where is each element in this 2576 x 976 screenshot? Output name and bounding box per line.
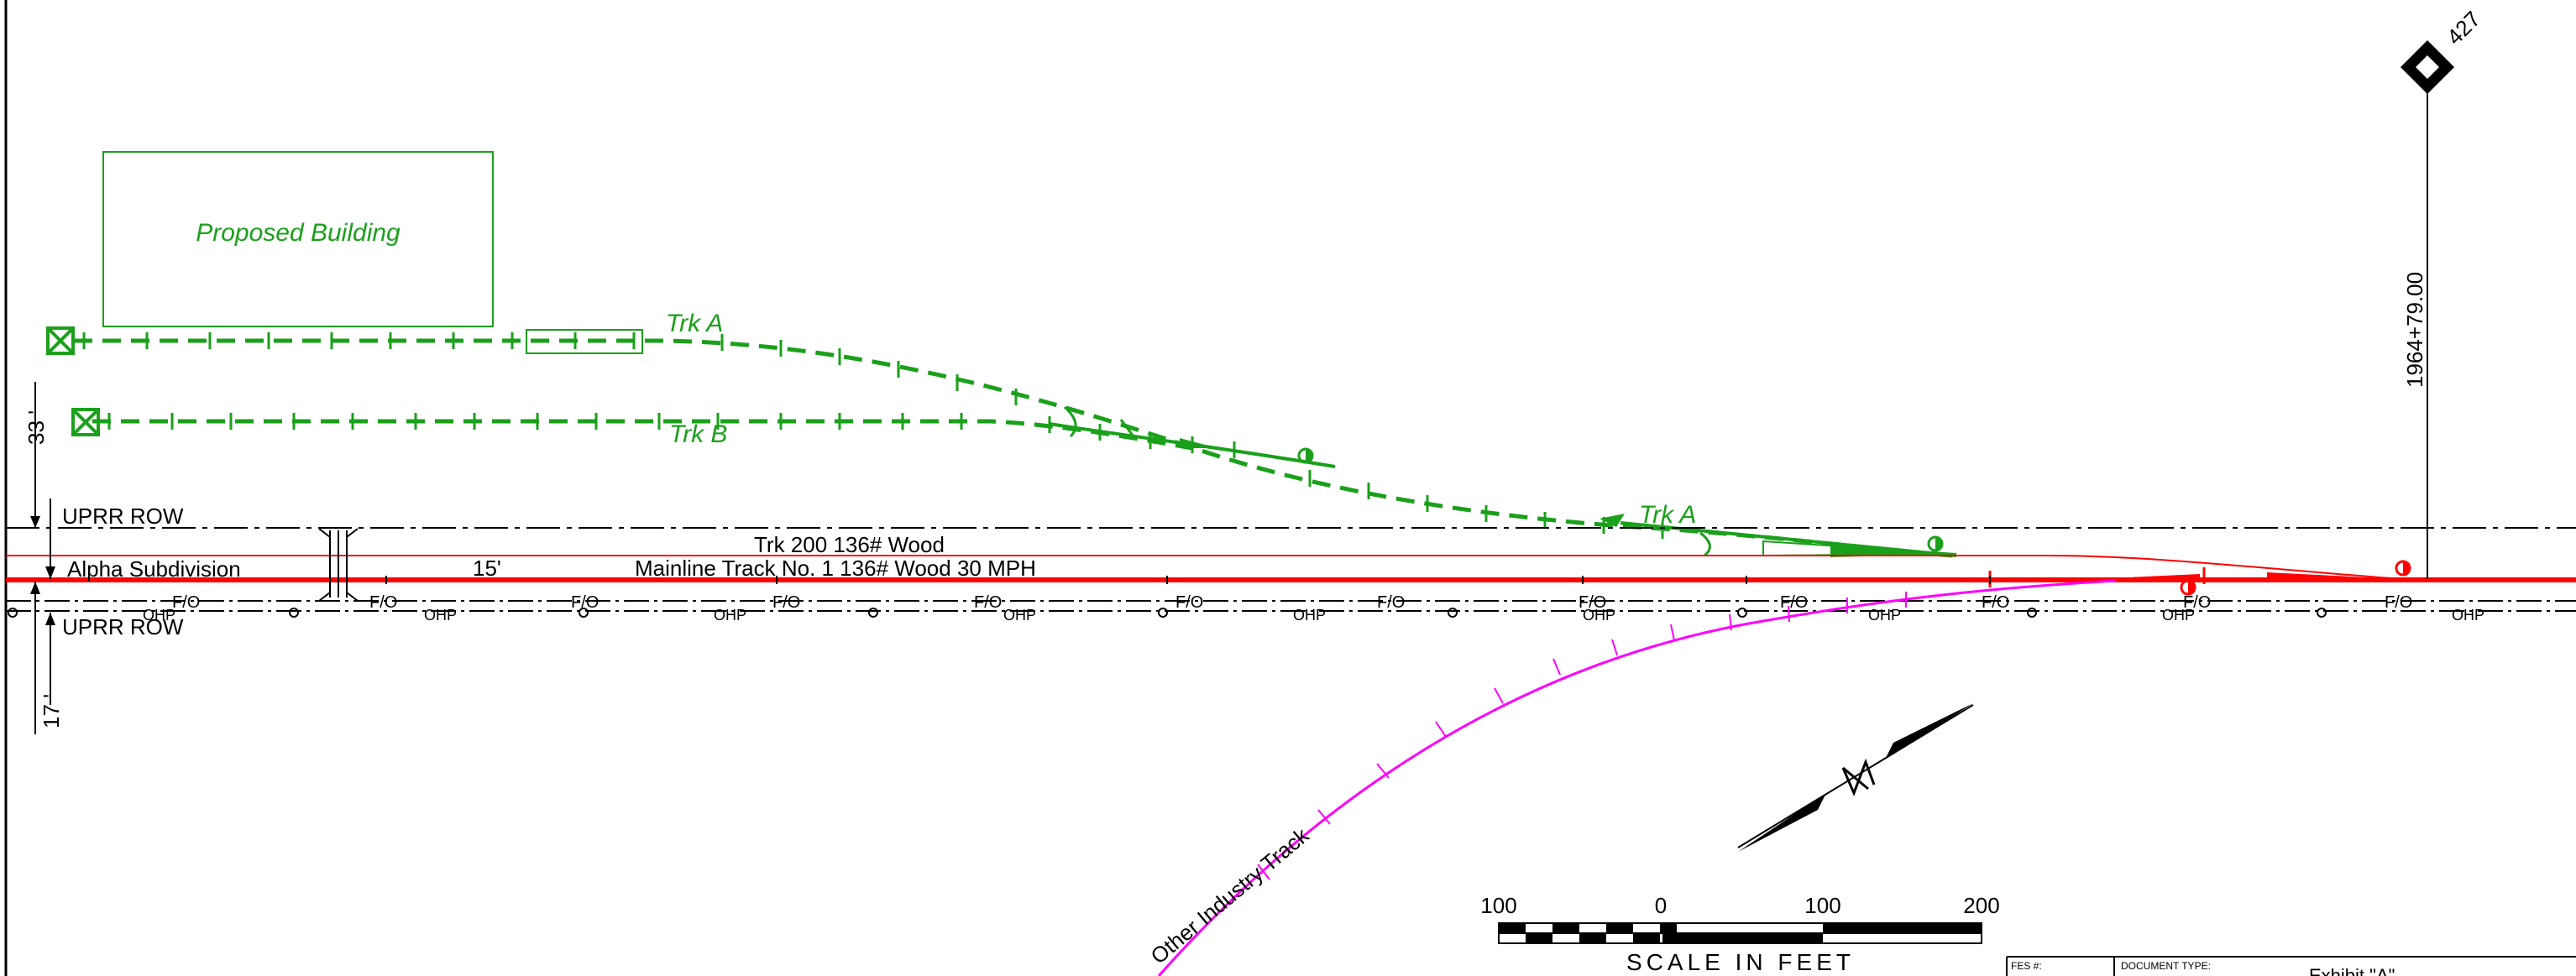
milepost-label: 427 xyxy=(2442,6,2485,50)
station-ticks xyxy=(385,576,1991,584)
track-b-ties xyxy=(107,413,1236,458)
svg-text:F/O: F/O xyxy=(571,593,599,612)
industry-turnout-point xyxy=(2057,574,2200,582)
title-block xyxy=(2006,956,2576,976)
switch-stand-icon xyxy=(2395,560,2411,577)
track-a-centerline xyxy=(74,338,1953,558)
uprr-row-label-bottom: UPRR ROW xyxy=(62,614,184,639)
svg-text:OHP: OHP xyxy=(1003,607,1036,624)
dimension-17-label: 17 ' xyxy=(39,694,64,728)
other-industry-track xyxy=(1157,579,2117,976)
track-a-switch-point xyxy=(1830,545,1956,557)
svg-text:F/O: F/O xyxy=(1982,593,2009,612)
derail-icon xyxy=(1063,405,1077,438)
svg-text:OHP: OHP xyxy=(143,607,175,624)
switch-point-icon xyxy=(1600,514,1625,527)
svg-text:OHP: OHP xyxy=(1868,607,1901,624)
milepost-icon xyxy=(2401,40,2454,94)
svg-text:F/O: F/O xyxy=(772,593,800,612)
other-industry-track-label: Other Industry Track xyxy=(1146,822,1314,969)
scale-tick-100-left: 100 xyxy=(1480,893,1516,918)
track-a-feature-box xyxy=(526,329,643,354)
scale-bar xyxy=(1498,922,1982,944)
track-b-centerline xyxy=(92,419,1193,451)
offset-dimension-15: 15' xyxy=(473,556,501,581)
dimension-arrow xyxy=(45,613,55,625)
track-b-label: Trk B xyxy=(669,420,727,448)
trk-200-line xyxy=(6,555,2402,580)
track-a-label: Trk A xyxy=(666,310,723,337)
other-industry-ties xyxy=(1257,592,1907,880)
title-block-doc-type: DOCUMENT TYPE: xyxy=(2121,960,2211,972)
svg-text:OHP: OHP xyxy=(2162,607,2195,624)
svg-text:F/O: F/O xyxy=(1175,593,1203,612)
switch-stand-icon xyxy=(2180,579,2196,596)
svg-text:F/O: F/O xyxy=(1780,593,1808,612)
svg-text:OHP: OHP xyxy=(1293,607,1326,624)
north-arrow-icon xyxy=(1737,703,1974,852)
svg-text:F/O: F/O xyxy=(1579,593,1606,612)
svg-text:OHP: OHP xyxy=(424,607,457,624)
scale-tick-100: 100 xyxy=(1804,893,1840,918)
proposed-building xyxy=(102,151,494,327)
title-block-doc-value: Exhibit "A" xyxy=(2309,965,2395,976)
svg-text:F/O: F/O xyxy=(2183,593,2211,612)
utility-pole-markers xyxy=(8,608,2327,618)
proposed-building-label: Proposed Building xyxy=(196,219,401,247)
trk-200-label: Trk 200 136# Wood xyxy=(754,532,945,557)
track-a-ties xyxy=(82,332,1664,539)
uprr-row-label-top: UPRR ROW xyxy=(62,504,184,529)
dimension-arrow xyxy=(30,516,40,528)
culvert-icon xyxy=(318,528,359,602)
svg-text:F/O: F/O xyxy=(974,593,1002,612)
dimension-arrow xyxy=(45,566,55,579)
switch-point-icon xyxy=(1180,438,1217,448)
svg-text:OHP: OHP xyxy=(2452,607,2484,624)
scale-title: SCALE IN FEET xyxy=(1626,949,1855,975)
bumping-post-track-b xyxy=(71,408,100,436)
alpha-subdivision-label: Alpha Subdivision xyxy=(67,556,241,582)
mainline-label: Mainline Track No. 1 136# Wood 30 MPH xyxy=(635,556,1036,581)
svg-text:F/O: F/O xyxy=(369,593,397,612)
station-label: 1964+79.00 xyxy=(2402,272,2427,388)
svg-text:F/O: F/O xyxy=(172,593,200,612)
svg-text:OHP: OHP xyxy=(714,607,746,624)
dimension-arrow xyxy=(30,582,40,594)
fo-labels: F/O F/O F/O F/O F/O F/O F/O F/O F/O F/O F/O F/… xyxy=(172,593,2412,612)
derail-icon xyxy=(1119,419,1135,437)
title-block-fes: FES #: xyxy=(2011,960,2042,972)
derail-icon xyxy=(1699,531,1711,557)
mainline-turnout-point xyxy=(2267,572,2401,581)
ohp-labels: OHP OHP OHP OHP OHP OHP OHP OHP OHP xyxy=(143,607,2484,624)
dimension-33-label: 33 ' xyxy=(24,410,49,445)
svg-text:F/O: F/O xyxy=(2385,593,2412,612)
svg-text:F/O: F/O xyxy=(1377,593,1405,612)
svg-text:OHP: OHP xyxy=(1583,607,1615,624)
scale-tick-200: 200 xyxy=(1963,893,1999,918)
track-a-label-lower: Trk A xyxy=(1639,501,1696,529)
bumping-post-track-a xyxy=(46,326,75,355)
switch-stand-icon xyxy=(1297,447,1314,464)
scale-tick-0: 0 xyxy=(1655,893,1667,918)
switch-stand-icon xyxy=(1927,535,1944,552)
